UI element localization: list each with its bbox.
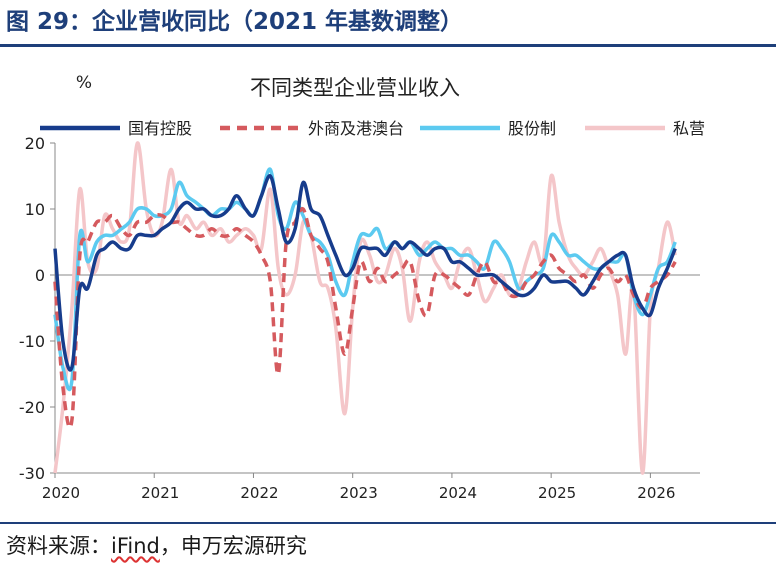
x-tick-label: 2026 [637,484,675,502]
source-note: 资料来源：iFind，申万宏源研究 [6,530,307,560]
y-tick-label: 10 [25,200,45,219]
x-tick-label: 2025 [538,484,576,502]
chart-area: 不同类型企业营业收入% 国有控股 外商及港澳台 股份制 私营 20 10 0 -10 -20 -30… [19,73,705,502]
figure-title: 图 29：企业营收同比（2021 年基数调整） [6,9,464,35]
x-tick-label: 2023 [340,484,378,502]
x-tick-label: 2020 [42,484,80,502]
y-tick-label: -10 [19,332,45,351]
y-tick-label: 0 [35,266,45,285]
legend-label-3: 股份制 [508,119,556,138]
title-rule [0,44,776,47]
x-tick-label: 2024 [439,484,477,502]
y-tick-label: -20 [19,398,45,417]
source-rule [0,522,776,524]
legend-label-4: 私营 [673,119,705,138]
y-tick-label: -30 [19,464,45,483]
series-line-3 [53,167,677,392]
series-line-1 [53,174,677,372]
chart-title: 不同类型企业营业收入 [250,76,460,100]
legend-label-1: 国有控股 [128,119,192,138]
series-line-4 [53,141,677,475]
legend-label-2: 外商及港澳台 [308,119,404,138]
source-ifind: iFind [111,534,160,558]
source-prefix: 资料来源： [6,534,111,558]
y-tick-label: 20 [25,134,45,153]
series-line-2 [53,206,677,430]
y-axis-label: % [76,73,92,93]
x-tick-label: 2021 [141,484,179,502]
x-tick-label: 2022 [240,484,278,502]
source-suffix: ，申万宏源研究 [159,534,307,558]
